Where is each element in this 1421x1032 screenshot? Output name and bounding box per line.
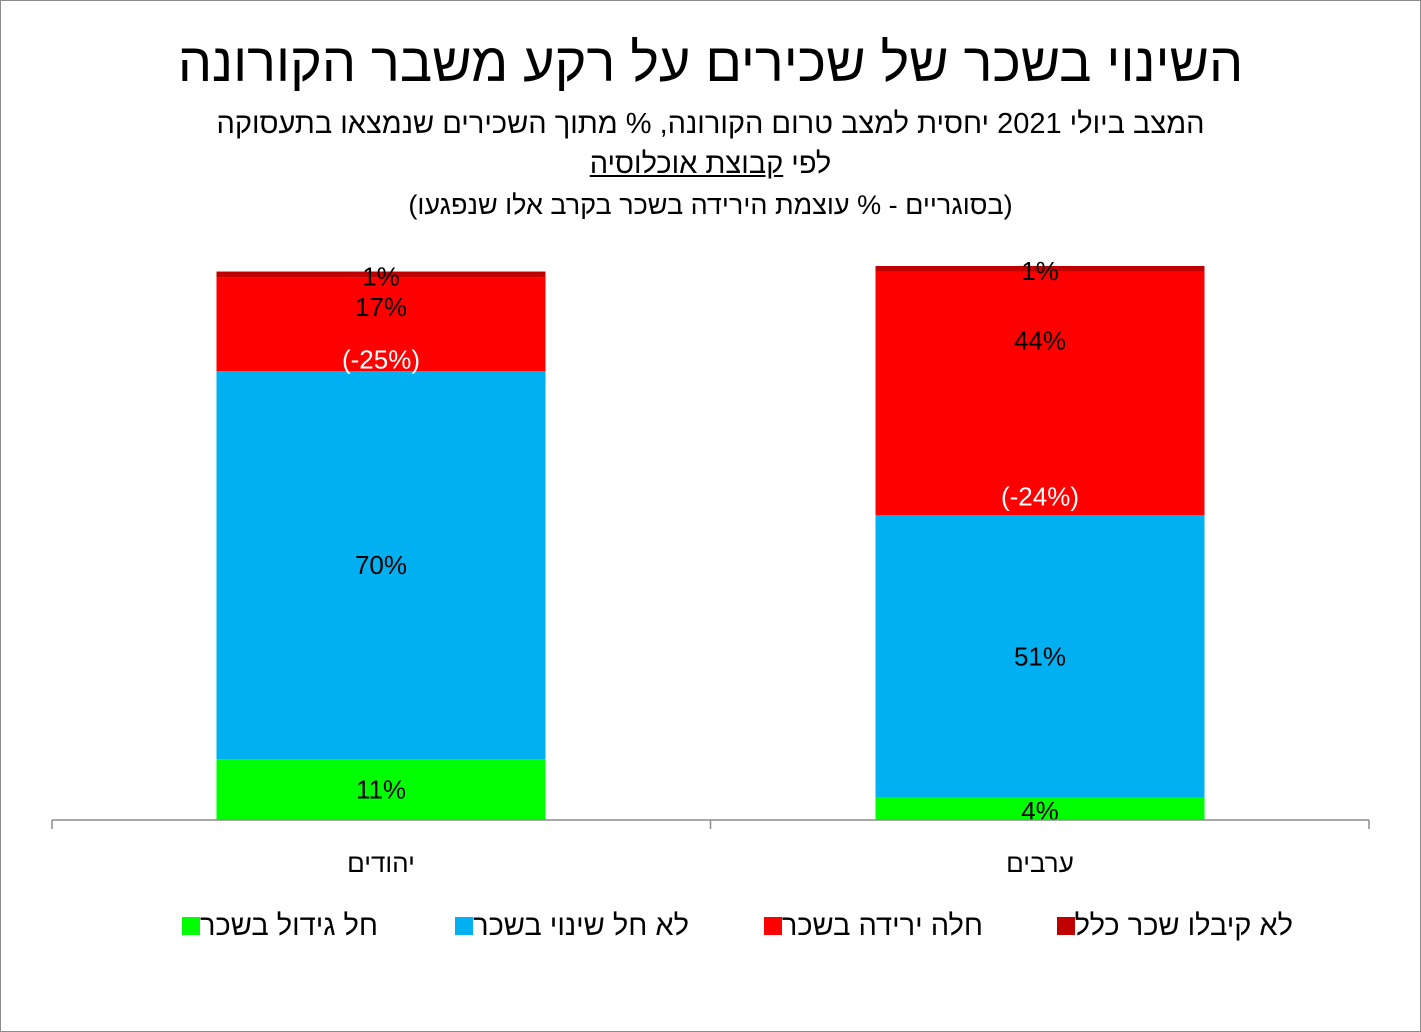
chart-title: השינוי בשכר של שכירים על רקע משבר הקורונ… [177, 33, 1244, 93]
legend-swatch-0 [182, 917, 201, 935]
secondary-label-2-1: (-24%) [1001, 481, 1079, 511]
subtitle-prefix: לפי [791, 148, 832, 180]
legend-label-3: לא קיבלו שכר כלל [1074, 909, 1293, 942]
data-label-3-1: 1% [1021, 256, 1059, 286]
secondary-label-2-0: (-25%) [342, 344, 420, 374]
category-label-1: ערבים [1006, 848, 1074, 878]
legend: חל גידול בשכר לא חל שינוי בשכר חלה ירידה ב… [0, 906, 1421, 946]
data-label-0-0: 11% [356, 775, 406, 805]
legend-label-1: לא חל שינוי בשכר [473, 909, 689, 942]
category-label-0: יהודים [347, 848, 415, 878]
data-label-0-1: 4% [1021, 796, 1059, 826]
legend-swatch-3 [1056, 917, 1075, 935]
data-label-1-1: 51% [1014, 642, 1066, 672]
data-label-2-1: 44% [1014, 325, 1066, 355]
bar-segment-2-0 [216, 277, 546, 372]
chart-subtitle-line3: (בסוגריים - % עוצמת הירידה בשכר בקרב אלו… [408, 190, 1013, 220]
legend-item-2: חלה ירידה בשכר [756, 906, 983, 946]
legend-swatch-2 [763, 917, 782, 935]
legend-swatch-1 [455, 917, 474, 935]
chart-subtitle-line2: לפי קבוצת אוכלוסיה [0, 148, 1421, 181]
bar-segment-0-1 [875, 797, 1205, 820]
legend-label-0: חל גידול בשכר [200, 909, 378, 942]
bar-segment-0-0 [216, 759, 546, 820]
data-label-1-0: 70% [355, 550, 407, 580]
chart-subtitle-line1: המצב ביולי 2021 יחסית למצב טרום הקורונה,… [216, 108, 1205, 140]
data-label-3-0: 1% [362, 262, 400, 292]
bar-segment-1-0 [216, 371, 546, 760]
bar-segment-3-1 [875, 266, 1205, 272]
legend-item-0: חל גידול בשכר [174, 906, 378, 946]
legend-item-1: לא חל שינוי בשכר [447, 906, 689, 946]
bar-segment-2-1 [875, 271, 1205, 516]
legend-label-2: חלה ירידה בשכר [781, 909, 983, 942]
subtitle-underlined: קבוצת אוכלוסיה [589, 148, 784, 180]
bar-segment-1-1 [875, 515, 1205, 798]
legend-item-3: לא קיבלו שכר כלל [1049, 906, 1293, 946]
bar-segment-3-0 [216, 271, 546, 278]
data-label-2-0: 17% [355, 292, 407, 322]
